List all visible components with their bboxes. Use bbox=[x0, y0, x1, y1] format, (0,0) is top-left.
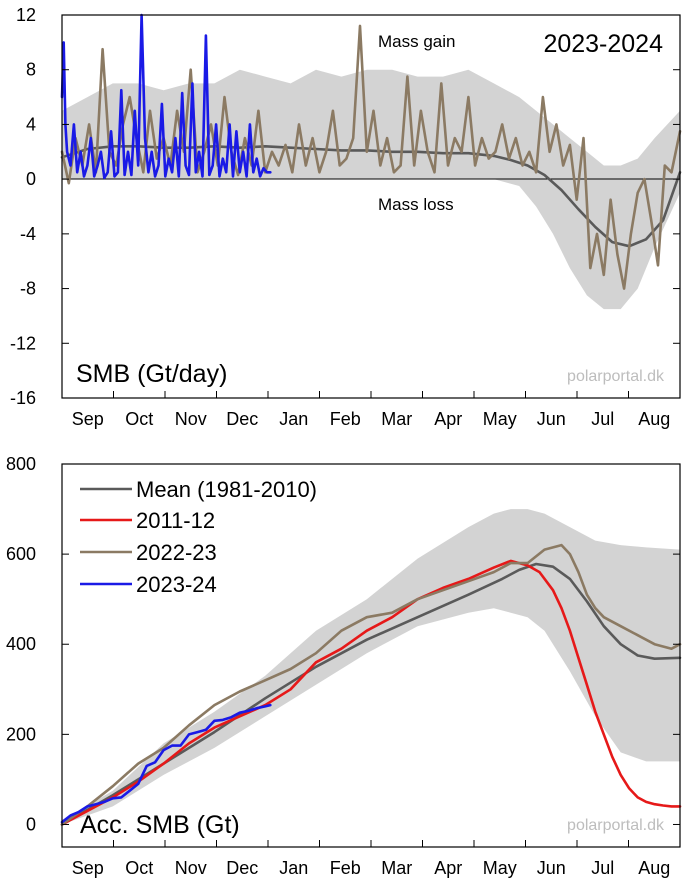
acc-series-layer bbox=[60, 543, 682, 826]
daily-xtick-label-jan: Jan bbox=[279, 409, 308, 429]
daily-ytick-label: 0 bbox=[26, 169, 36, 189]
mass-loss-annotation: Mass loss bbox=[378, 195, 454, 214]
acc-y-axis: 800 600 400 200 0 bbox=[6, 454, 680, 834]
acc-xtick-label-mar: Mar bbox=[381, 858, 412, 878]
legend-label-2022-23: 2022-23 bbox=[136, 540, 217, 565]
daily-ytick-label: -4 bbox=[20, 224, 36, 244]
daily-xtick-label-jun: Jun bbox=[537, 409, 566, 429]
acc-range-band bbox=[62, 509, 680, 825]
acc-ytick-label: 600 bbox=[6, 544, 36, 564]
acc-xtick-label-may: May bbox=[483, 858, 517, 878]
daily-series-2023-24 bbox=[60, 13, 272, 180]
daily-x-axis: Sep Oct Nov Dec Jan Feb Mar Apr May Jun Jul Aug bbox=[61, 391, 681, 429]
daily-xtick-label-may: May bbox=[483, 409, 517, 429]
daily-xtick-label-jul: Jul bbox=[591, 409, 614, 429]
mass-gain-annotation: Mass gain bbox=[378, 32, 455, 51]
daily-xtick-label-mar: Mar bbox=[381, 409, 412, 429]
daily-y-axis: 12 8 4 0 -4 -8 -12 -16 bbox=[10, 5, 680, 408]
acc-x-axis: Sep Oct Nov Dec Jan Feb Mar Apr May Jun Jul Aug bbox=[61, 840, 681, 878]
accumulated-smb-chart: 800 600 400 200 0 Sep Oct Nov Dec Jan Feb Mar Apr Ma… bbox=[6, 454, 682, 878]
daily-xtick-label-apr: Apr bbox=[434, 409, 462, 429]
acc-ytick-label: 0 bbox=[26, 814, 36, 834]
acc-xtick-label-jul: Jul bbox=[591, 858, 614, 878]
daily-season-label: 2023-2024 bbox=[543, 30, 663, 58]
acc-xtick-label-nov: Nov bbox=[175, 858, 207, 878]
acc-range-band-layer bbox=[62, 509, 680, 825]
daily-ytick-label: -16 bbox=[10, 388, 36, 408]
acc-chart-title: Acc. SMB (Gt) bbox=[80, 811, 240, 839]
acc-xtick-label-jun: Jun bbox=[537, 858, 566, 878]
daily-ytick-label: 8 bbox=[26, 60, 36, 80]
legend-label-2011-12: 2011-12 bbox=[136, 508, 215, 533]
daily-ytick-label: -8 bbox=[20, 279, 36, 299]
daily-xtick-label-dec: Dec bbox=[226, 409, 258, 429]
acc-xtick-label-oct: Oct bbox=[125, 858, 153, 878]
daily-ytick-label: -12 bbox=[10, 333, 36, 353]
acc-series-2023-24 bbox=[60, 703, 272, 824]
acc-xtick-label-aug: Aug bbox=[638, 858, 670, 878]
acc-series-2022-23 bbox=[60, 543, 682, 826]
acc-legend: Mean (1981-2010) 2011-12 2022-23 2023-24 bbox=[80, 477, 317, 597]
acc-xtick-label-apr: Apr bbox=[434, 858, 462, 878]
daily-series-layer bbox=[60, 13, 682, 290]
daily-xtick-label-oct: Oct bbox=[125, 409, 153, 429]
acc-series-mean-1981-2010 bbox=[60, 562, 682, 826]
acc-xtick-label-dec: Dec bbox=[226, 858, 258, 878]
daily-xtick-label-nov: Nov bbox=[175, 409, 207, 429]
acc-series-2011-12 bbox=[60, 559, 682, 826]
acc-xtick-label-jan: Jan bbox=[279, 858, 308, 878]
acc-xtick-label-feb: Feb bbox=[330, 858, 361, 878]
daily-xtick-label-feb: Feb bbox=[330, 409, 361, 429]
acc-ytick-label: 200 bbox=[6, 724, 36, 744]
acc-ytick-label: 800 bbox=[6, 454, 36, 474]
legend-label-2023-24: 2023-24 bbox=[136, 572, 217, 597]
daily-xtick-label-aug: Aug bbox=[638, 409, 670, 429]
daily-ytick-label: 12 bbox=[16, 5, 36, 25]
daily-chart-title: SMB (Gt/day) bbox=[76, 360, 227, 388]
acc-ytick-label: 400 bbox=[6, 634, 36, 654]
daily-xtick-label-sep: Sep bbox=[72, 409, 104, 429]
acc-xtick-label-sep: Sep bbox=[72, 858, 104, 878]
daily-watermark: polarportal.dk bbox=[567, 368, 665, 385]
daily-smb-chart: 12 8 4 0 -4 -8 -12 -16 Sep Oct Nov Dec Jan Feb Mar Apr… bbox=[10, 5, 682, 429]
daily-ytick-label: 4 bbox=[26, 114, 36, 134]
legend-label-mean: Mean (1981-2010) bbox=[136, 477, 317, 502]
acc-watermark: polarportal.dk bbox=[567, 817, 665, 834]
